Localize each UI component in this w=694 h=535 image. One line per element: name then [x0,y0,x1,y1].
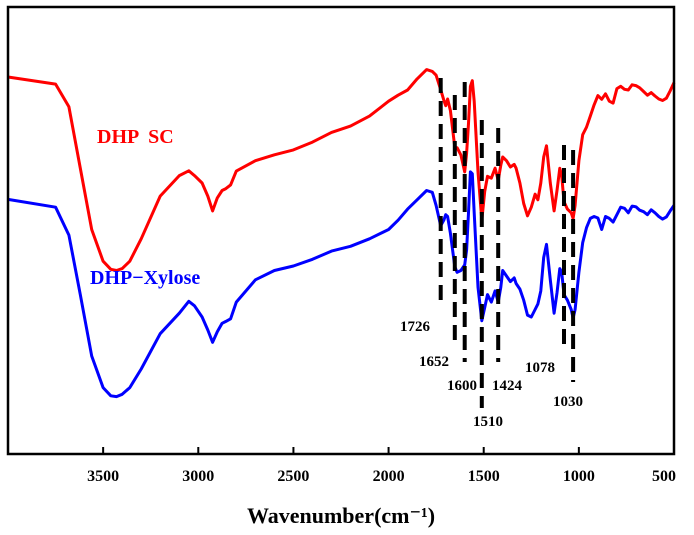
series-label-dhp-sc: DHP SC [97,126,174,148]
x-axis-ticks: 3500 3000 2500 2000 1500 1000 500 [87,447,676,485]
x-tick-label-2000: 2000 [373,468,405,485]
plot-area: 3500 3000 2500 2000 1500 1000 500 [6,5,676,485]
peak-label-1030: 1030 [553,394,583,410]
x-tick-label-3000: 3000 [182,468,214,485]
x-tick-label-3500: 3500 [87,468,119,485]
series-line-dhp-xylose [7,170,676,399]
series-line-dhp-sc [7,68,676,272]
x-tick-label-2500: 2500 [277,468,309,485]
peak-labels: 1726 1652 1600 1510 1424 1078 1030 [400,319,583,430]
x-tick-label-500: 500 [652,468,676,485]
series-label-dhp-xylose: DHP−Xylose [90,267,200,289]
peak-label-1424: 1424 [492,378,523,394]
x-tick-label-1000: 1000 [563,468,595,485]
peak-label-1652: 1652 [419,354,449,370]
peak-label-1726: 1726 [400,319,431,335]
x-axis-title: Wavenumber(cm⁻¹) [247,503,435,528]
peak-label-1510: 1510 [473,414,503,430]
peak-label-1078: 1078 [525,360,555,376]
plot-frame [6,5,676,456]
series-layer [7,68,676,399]
peak-label-1600: 1600 [447,378,477,394]
x-tick-label-1500: 1500 [468,468,500,485]
dashed-marker-layer [438,78,576,408]
